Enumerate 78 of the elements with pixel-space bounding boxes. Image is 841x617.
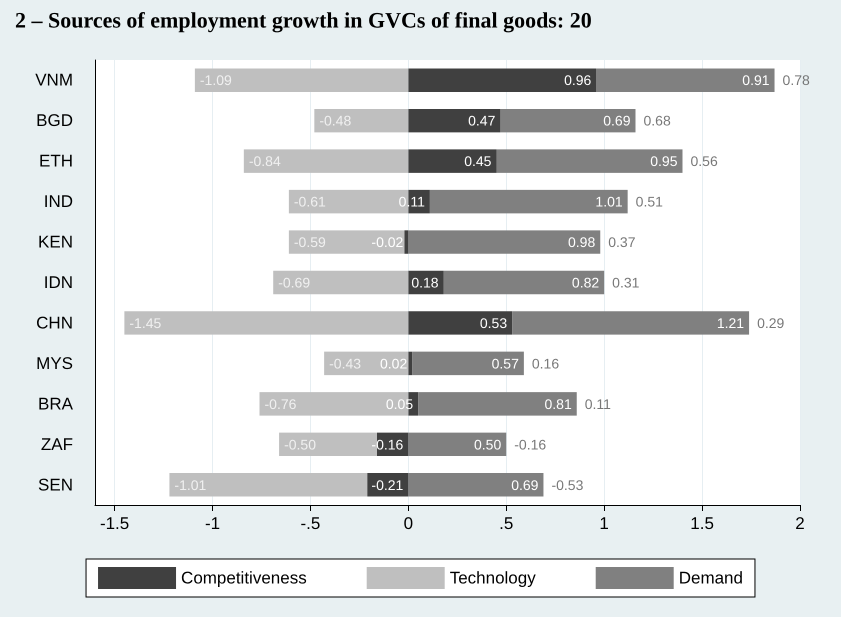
total-label: 0.29: [757, 314, 785, 331]
bar: [194, 68, 408, 92]
bar: [408, 352, 412, 376]
data-label: 0.95: [650, 153, 678, 170]
total-label: 0.78: [782, 72, 810, 88]
total-label: -0.53: [551, 476, 584, 493]
legend-label: Demand: [678, 568, 743, 588]
x-tick-label: .5: [499, 514, 514, 533]
bar: [430, 190, 628, 214]
x-tick-label: -.5: [300, 514, 320, 533]
bar: [273, 270, 408, 294]
y-tick-label: VNM: [35, 70, 73, 90]
bar: [412, 352, 524, 376]
bar: [288, 230, 404, 254]
data-label: 0.45: [464, 153, 492, 170]
bar: [418, 392, 577, 416]
total-label: 0.68: [644, 112, 671, 129]
bar: [512, 311, 750, 335]
y-tick-label: BRA: [38, 394, 74, 414]
y-tick-label: KEN: [38, 232, 73, 252]
x-tick-label: 2: [795, 514, 805, 533]
legend-label: Competitiveness: [181, 568, 307, 588]
bar: [408, 432, 506, 456]
y-tick-label: CHN: [36, 313, 73, 332]
x-tick-label: -1: [204, 514, 220, 533]
bar: [408, 311, 512, 335]
bar: [408, 108, 500, 132]
bar: [500, 108, 636, 132]
bar: [314, 108, 408, 132]
bar: [444, 270, 604, 294]
data-label: 0.69: [511, 476, 539, 493]
data-label: 0.02: [380, 355, 408, 372]
data-label: 0.98: [568, 234, 596, 250]
bar: [408, 149, 496, 173]
total-label: -0.16: [514, 436, 546, 452]
total-label: 0.56: [690, 153, 718, 170]
x-tick-label: -1.5: [100, 514, 130, 533]
data-label: 0.50: [474, 436, 502, 452]
x-tick-label: 0: [404, 514, 414, 533]
total-label: 0.11: [584, 396, 612, 412]
data-label: -0.21: [371, 476, 404, 493]
y-tick-label: SEN: [38, 475, 73, 494]
data-label: 0.18: [411, 274, 439, 290]
data-label: 0.96: [564, 72, 592, 88]
bar: [244, 149, 408, 173]
bar: [496, 149, 682, 173]
data-label: 0.82: [572, 274, 600, 290]
data-label: 0.53: [480, 314, 508, 331]
x-tick-label: 1.5: [690, 514, 714, 533]
y-tick-label: IND: [44, 192, 73, 212]
y-tick-label: BGD: [36, 111, 73, 130]
total-label: 0.16: [532, 355, 560, 372]
y-tick-label: ETH: [39, 152, 73, 171]
total-label: 0.37: [608, 234, 636, 250]
data-label: 0.69: [603, 112, 631, 129]
bar: [169, 473, 368, 497]
bar: [408, 230, 600, 254]
data-label: 0.47: [468, 112, 496, 129]
data-label: 1.21: [716, 314, 744, 331]
bar: [404, 230, 408, 254]
bar: [124, 311, 408, 335]
total-label: 0.31: [612, 274, 640, 290]
bar: [367, 473, 408, 497]
data-label: 1.01: [595, 194, 623, 210]
total-label: 0.51: [636, 194, 664, 210]
bar: [408, 68, 596, 92]
x-tick-label: 1: [599, 514, 609, 533]
data-label: -0.02: [371, 234, 404, 250]
chart-title: 2 – Sources of employment growth in GVCs of final goods: 20: [15, 8, 592, 32]
data-label: 0.91: [742, 72, 770, 88]
y-tick-label: IDN: [44, 273, 73, 292]
legend-label: Technology: [450, 568, 536, 588]
y-tick-label: MYS: [36, 354, 73, 373]
data-label: 0.81: [544, 396, 572, 412]
data-label: 0.57: [492, 355, 520, 372]
y-tick-label: ZAF: [40, 434, 73, 454]
bar: [408, 473, 544, 497]
bar: [596, 68, 775, 92]
